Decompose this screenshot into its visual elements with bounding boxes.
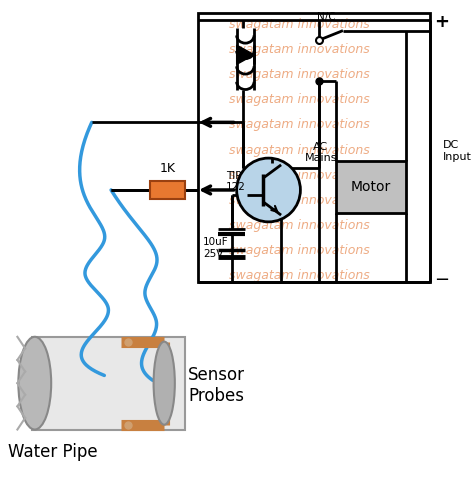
Text: swagatam innovations: swagatam innovations: [229, 169, 370, 182]
Text: N/C: N/C: [317, 12, 336, 22]
Text: −: −: [434, 271, 449, 289]
Text: swagatam innovations: swagatam innovations: [229, 119, 370, 131]
Text: Motor: Motor: [351, 180, 391, 194]
Bar: [32, 337, 185, 430]
Text: swagatam innovations: swagatam innovations: [229, 18, 370, 31]
Text: AC
Mains: AC Mains: [304, 142, 337, 163]
Polygon shape: [237, 45, 254, 64]
Text: 1K: 1K: [160, 162, 175, 176]
Text: 10uF
25V: 10uF 25V: [203, 237, 228, 259]
Text: Sensor
Probes: Sensor Probes: [188, 366, 246, 404]
Text: swagatam innovations: swagatam innovations: [229, 93, 370, 106]
Text: TIP
122: TIP 122: [226, 171, 246, 192]
Text: swagatam innovations: swagatam innovations: [229, 194, 370, 207]
Text: swagatam innovations: swagatam innovations: [229, 244, 370, 257]
Text: swagatam innovations: swagatam innovations: [229, 269, 370, 282]
Bar: [336, 161, 406, 213]
Ellipse shape: [154, 341, 175, 425]
Bar: [150, 181, 185, 199]
Text: Water Pipe: Water Pipe: [8, 443, 97, 461]
Text: swagatam innovations: swagatam innovations: [229, 144, 370, 156]
Text: DC
Input: DC Input: [443, 140, 472, 162]
Text: swagatam innovations: swagatam innovations: [229, 43, 370, 56]
Bar: [198, 13, 430, 282]
Text: swagatam innovations: swagatam innovations: [229, 219, 370, 232]
Text: +: +: [434, 13, 449, 31]
Text: swagatam innovations: swagatam innovations: [229, 68, 370, 81]
Ellipse shape: [18, 337, 51, 430]
Circle shape: [237, 158, 301, 222]
